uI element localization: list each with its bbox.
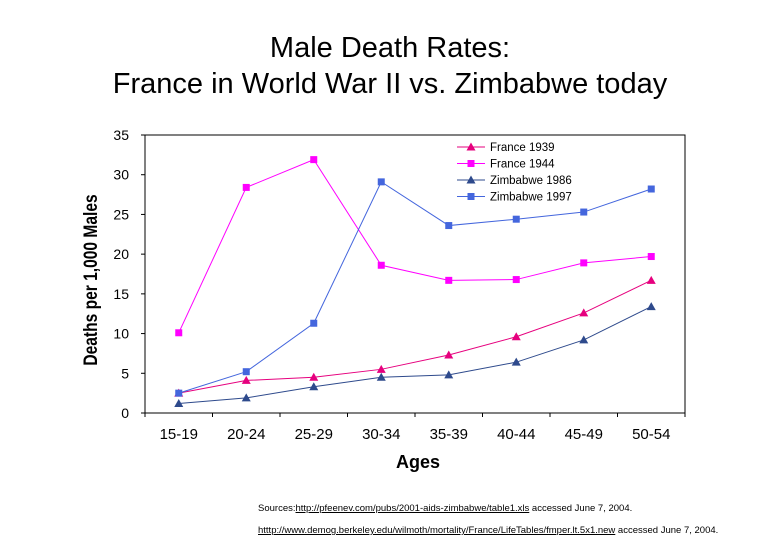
source-link-1[interactable]: http://pfeenev.com/pubs/2001-aids-zimbab… (295, 503, 530, 514)
data-point-1 (646, 275, 656, 284)
series-line-4 (178, 181, 652, 394)
data-point-1 (376, 364, 386, 373)
series-line-3 (178, 306, 652, 404)
data-point-2 (377, 261, 385, 269)
legend-marker (466, 175, 476, 184)
sources-prefix: Sources: (258, 503, 296, 514)
x-tick-label: 40-44 (497, 426, 535, 443)
data-point-4 (647, 185, 655, 193)
data-point-4 (310, 319, 318, 327)
x-tick-label: 45-49 (565, 426, 603, 443)
slide-title-line-1: Male Death Rates: (269, 32, 511, 64)
y-axis-title: Deaths per 1,000 Males (80, 194, 102, 365)
data-point-4 (175, 389, 183, 397)
data-point-3 (646, 302, 656, 311)
data-point-1 (444, 350, 454, 359)
data-point-3 (174, 398, 184, 407)
data-point-3 (579, 335, 589, 344)
data-point-2 (310, 156, 318, 164)
legend-label: Zimbabwe 1986 (490, 175, 572, 187)
data-point-4 (512, 215, 520, 223)
sources-line-1: Sources:http://pfeenev.com/pubs/2001-aid… (258, 503, 632, 514)
data-point-2 (647, 253, 655, 261)
data-point-4 (445, 222, 453, 230)
y-tick-label: 10 (113, 326, 129, 342)
data-point-3 (376, 372, 386, 381)
data-point-2 (512, 276, 520, 284)
y-tick-label: 30 (113, 167, 129, 183)
data-point-2 (175, 329, 183, 337)
legend-marker (467, 160, 475, 167)
plot-frame (144, 134, 686, 414)
data-point-1 (579, 308, 589, 317)
data-point-3 (241, 393, 251, 402)
data-point-3 (511, 357, 521, 366)
x-axis-title: Ages (396, 452, 440, 472)
data-point-4 (242, 368, 250, 376)
data-point-3 (309, 382, 319, 391)
y-tick-label: 0 (121, 405, 129, 421)
sources-accessed-2: accessed June 7, 2004. (615, 525, 719, 536)
data-point-1 (309, 372, 319, 381)
data-point-2 (580, 259, 588, 267)
x-tick-label: 30-34 (362, 426, 400, 443)
data-point-2 (242, 183, 250, 191)
x-tick-label: 25-29 (295, 426, 333, 443)
x-tick-label: 15-19 (160, 426, 198, 443)
slide-title: Male Death Rates: France in World War II… (0, 30, 780, 102)
x-tick-label: 50-54 (632, 426, 670, 443)
y-tick-label: 35 (113, 127, 129, 143)
x-tick-label: 35-39 (430, 426, 468, 443)
source-link-2[interactable]: htttp://www.demog.berkeley.edu/wilmoth/m… (258, 525, 616, 536)
legend-label: France 1944 (490, 159, 555, 171)
legend-label: France 1939 (490, 142, 555, 154)
series-line-1 (178, 279, 652, 394)
legend-marker (467, 193, 475, 200)
slide-title-line-2: France in World War II vs. Zimbabwe toda… (112, 68, 668, 100)
legend-label: Zimbabwe 1997 (490, 192, 572, 204)
data-point-1 (511, 332, 521, 341)
y-tick-label: 15 (113, 286, 129, 302)
data-point-4 (377, 178, 385, 186)
data-point-1 (241, 375, 251, 384)
series-line-2 (178, 159, 652, 333)
y-tick-label: 20 (113, 246, 129, 262)
sources-line-2: htttp://www.demog.berkeley.edu/wilmoth/m… (258, 525, 718, 536)
sources-accessed-1: accessed June 7, 2004. (529, 503, 633, 514)
data-point-4 (580, 208, 588, 216)
data-point-3 (444, 370, 454, 379)
y-tick-label: 25 (113, 206, 129, 222)
x-tick-label: 20-24 (227, 426, 265, 443)
data-point-2 (445, 276, 453, 284)
legend-marker (466, 142, 476, 151)
y-tick-label: 5 (121, 365, 129, 381)
